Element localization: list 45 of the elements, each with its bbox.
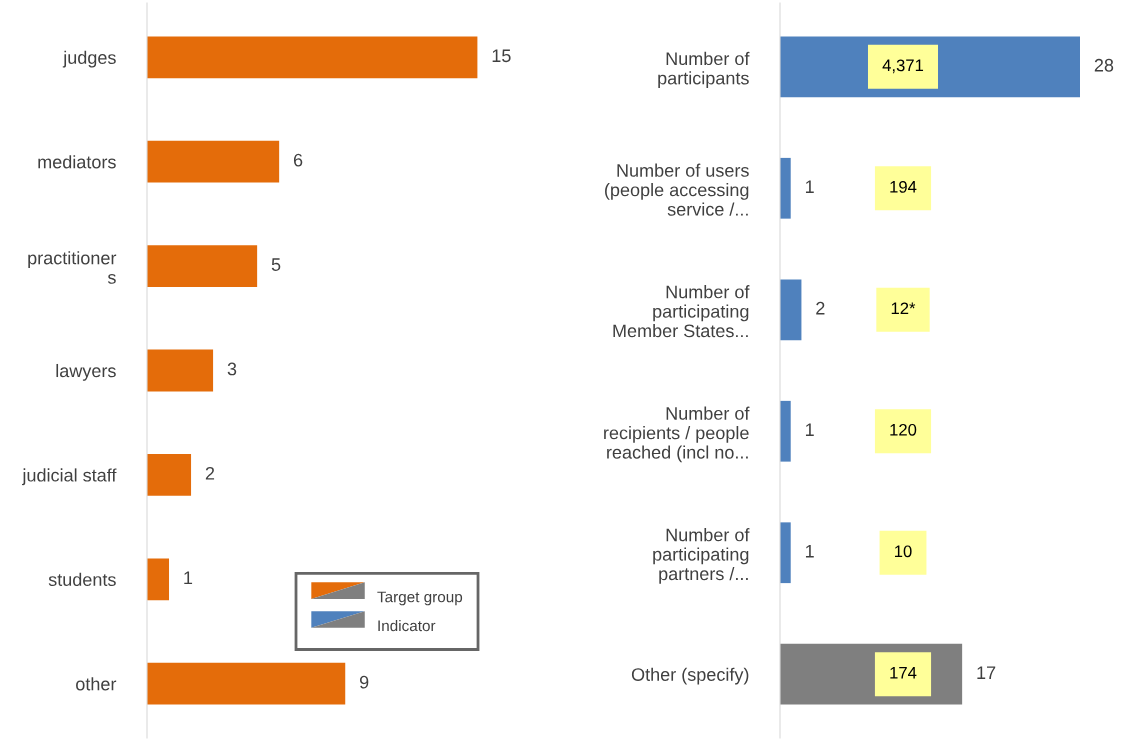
y-tick-label: Number of participating Member States... [613, 285, 750, 338]
bar [147, 245, 258, 287]
data-label: 1 [805, 544, 814, 558]
y-tick-label: other [76, 677, 117, 691]
annotation: 12* [891, 302, 916, 315]
legend-label: Target group [377, 591, 463, 606]
y-tick-label: mediators [38, 155, 116, 169]
annotation: 10 [895, 545, 912, 558]
bar [147, 140, 280, 183]
data-label: 1 [805, 180, 814, 193]
data-label: 2 [205, 466, 215, 480]
bar [147, 558, 170, 601]
y-tick-label: practitioner s [28, 251, 117, 284]
annotation: 174 [890, 667, 917, 679]
data-label: 1 [184, 571, 193, 584]
bar [147, 36, 478, 79]
y-tick-label: judicial staff [21, 468, 117, 486]
bar [147, 662, 346, 705]
bar [780, 522, 791, 584]
y-tick-label: Number of participants [658, 51, 750, 89]
data-label: 6 [293, 153, 303, 167]
data-label: 15 [492, 49, 511, 63]
data-label: 3 [227, 362, 237, 376]
annotation: 120 [890, 423, 917, 436]
bar [780, 157, 791, 219]
y-tick-label: Number of users (people accessing service /... [605, 163, 749, 216]
data-label: 1 [805, 423, 814, 436]
legend-label: Indicator [378, 619, 436, 632]
data-label: 5 [271, 258, 281, 271]
annotation: 194 [890, 180, 917, 193]
data-label: 17 [977, 666, 996, 679]
bar [147, 349, 214, 392]
bar [780, 400, 791, 462]
y-tick-label: students [48, 572, 116, 587]
annotation: 4,371 [882, 59, 924, 74]
y-tick-label: Other (specify) [631, 667, 749, 685]
bar [780, 279, 802, 341]
data-label: 9 [359, 675, 369, 689]
y-tick-label: judges [62, 50, 116, 68]
bar [147, 454, 192, 496]
y-tick-label: Number of recipients / people reached (incl no... [604, 406, 750, 463]
y-tick-label: lawyers [56, 363, 116, 381]
data-label: 28 [1094, 58, 1114, 72]
y-tick-label: Number of participating partners /... [653, 528, 750, 584]
data-label: 2 [816, 301, 825, 315]
